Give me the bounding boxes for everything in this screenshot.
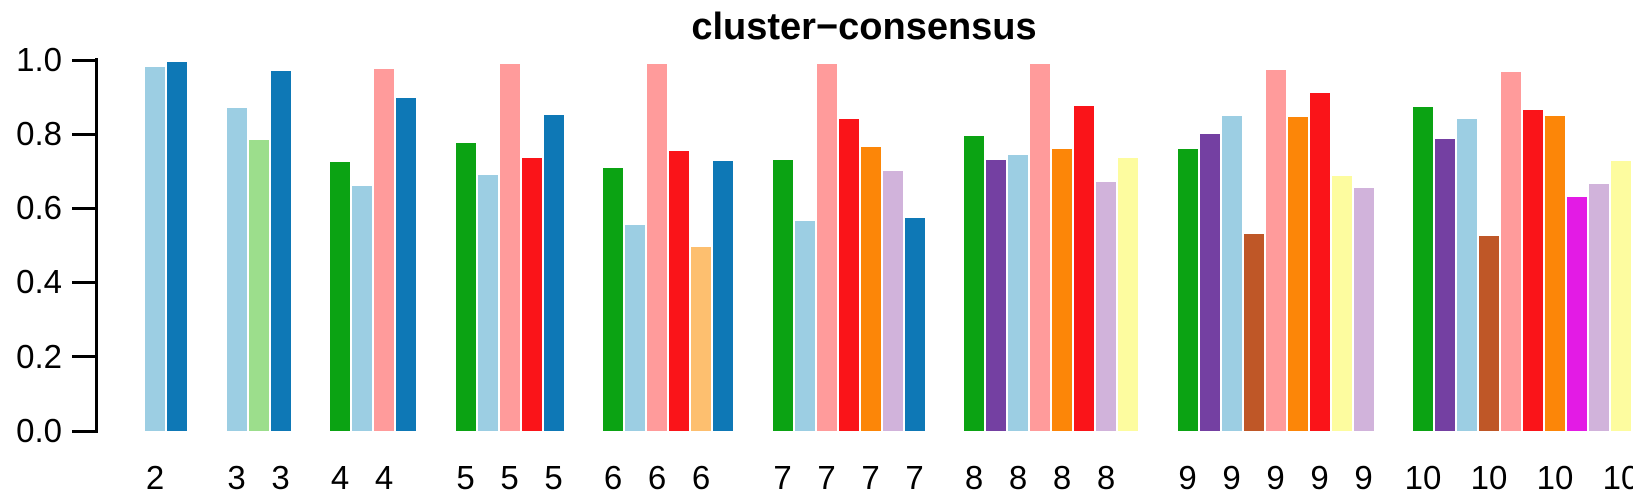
x-axis-label-k5: 5	[456, 459, 475, 496]
x-axis-label-k5: 5	[544, 459, 563, 496]
y-axis-tick-label: 1.0	[16, 40, 62, 78]
bar-k6-cluster6	[713, 160, 733, 431]
x-axis-label-k9: 9	[1266, 459, 1285, 496]
bar-k9-cluster9	[1353, 188, 1374, 431]
x-axis-label-k8: 8	[1008, 459, 1028, 496]
bar-k7-cluster6	[882, 171, 903, 431]
bar-k7-cluster3	[816, 63, 837, 431]
bar-k8-cluster7	[1096, 182, 1116, 431]
bar-k2-cluster1	[145, 67, 165, 431]
y-axis-tick	[72, 132, 95, 136]
bar-k9-cluster7	[1309, 92, 1330, 431]
x-axis-label-k9: 9	[1222, 459, 1241, 496]
x-axis-label-k8: 8	[964, 459, 984, 496]
y-axis-line	[95, 58, 98, 433]
bar-k7-cluster5	[860, 147, 881, 431]
x-axis-label-k6: 6	[603, 459, 623, 496]
bar-k3-cluster3	[270, 71, 291, 431]
bar-k9-cluster5	[1265, 70, 1286, 431]
bar-k10-cluster2	[1435, 139, 1455, 431]
y-axis-tick-label: 0.2	[16, 337, 62, 375]
bar-k7-cluster4	[838, 119, 859, 431]
x-axis-label-k9: 9	[1310, 459, 1329, 496]
y-axis-tick	[72, 58, 95, 62]
bar-k10-cluster10	[1611, 161, 1631, 431]
chart-title: cluster−consensus	[691, 6, 1037, 48]
x-axis-label-k10: 10	[1536, 459, 1574, 496]
bar-k10-cluster4	[1479, 236, 1499, 431]
x-axis-label-k7: 7	[861, 459, 880, 496]
x-axis-label-k8: 8	[1052, 459, 1072, 496]
bar-k10-cluster6	[1523, 109, 1543, 431]
bar-k3-cluster2	[248, 139, 269, 431]
bar-k6-cluster3	[647, 63, 667, 431]
bar-k10-cluster3	[1457, 119, 1477, 431]
bar-k10-cluster9	[1589, 184, 1609, 431]
bar-k8-cluster3	[1008, 155, 1028, 431]
y-axis-tick-label: 0.6	[16, 189, 62, 227]
bar-k4-cluster4	[396, 98, 416, 431]
bar-k9-cluster3	[1221, 115, 1242, 431]
bar-k10-cluster1	[1413, 107, 1433, 431]
x-axis-label-k5: 5	[500, 459, 519, 496]
bar-k5-cluster3	[499, 63, 520, 431]
x-axis-label-k4: 4	[374, 459, 394, 496]
y-axis-tick	[72, 355, 95, 359]
bar-k4-cluster1	[330, 162, 350, 431]
x-axis-label-k3: 3	[227, 459, 246, 496]
y-axis-tick-label: 0.4	[16, 263, 62, 301]
x-axis-label-k10: 10	[1602, 459, 1633, 496]
bar-k8-cluster2	[986, 160, 1006, 431]
bar-k7-cluster1	[772, 160, 793, 431]
x-axis-label-k7: 7	[773, 459, 792, 496]
bar-k8-cluster5	[1052, 149, 1072, 431]
x-axis-label-k10: 10	[1404, 459, 1442, 496]
y-axis-tick-label: 0.0	[16, 411, 62, 449]
y-axis-tick	[72, 206, 95, 210]
x-axis-label-k9: 9	[1354, 459, 1373, 496]
bar-k7-cluster2	[794, 221, 815, 431]
x-axis-label-k10: 10	[1470, 459, 1508, 496]
bar-k5-cluster1	[455, 143, 476, 431]
bar-k9-cluster6	[1287, 116, 1308, 431]
bar-k9-cluster4	[1243, 233, 1264, 431]
y-axis-tick	[72, 281, 95, 285]
bar-k5-cluster4	[521, 158, 542, 431]
bar-k8-cluster8	[1118, 157, 1138, 431]
bar-k5-cluster2	[477, 175, 498, 431]
bar-k9-cluster8	[1331, 176, 1352, 431]
bar-k3-cluster1	[226, 108, 247, 431]
bar-k8-cluster4	[1030, 63, 1050, 431]
bar-k6-cluster1	[603, 167, 623, 431]
x-axis-label-k2: 2	[145, 459, 165, 496]
x-axis-label-k9: 9	[1178, 459, 1197, 496]
bar-k10-cluster8	[1567, 197, 1587, 431]
y-axis-tick	[72, 429, 95, 433]
bar-k6-cluster2	[625, 225, 645, 431]
bar-k4-cluster3	[374, 69, 394, 431]
bar-k7-cluster7	[904, 217, 925, 431]
bar-k9-cluster2	[1199, 134, 1220, 431]
x-axis-label-k7: 7	[905, 459, 924, 496]
x-axis-label-k7: 7	[817, 459, 836, 496]
x-axis-label-k4: 4	[330, 459, 350, 496]
bar-k6-cluster4	[669, 150, 689, 431]
bar-k9-cluster1	[1177, 149, 1198, 431]
bar-k5-cluster5	[543, 114, 564, 431]
y-axis-tick-label: 0.8	[16, 115, 62, 153]
bar-k4-cluster2	[352, 186, 372, 431]
bar-k8-cluster1	[964, 136, 984, 431]
bar-k10-cluster7	[1545, 115, 1565, 431]
bar-k8-cluster6	[1074, 105, 1094, 431]
x-axis-label-k3: 3	[271, 459, 290, 496]
x-axis-label-k8: 8	[1096, 459, 1116, 496]
bar-k2-cluster2	[167, 61, 187, 431]
bar-k6-cluster5	[691, 247, 711, 431]
bar-k10-cluster5	[1501, 72, 1521, 431]
x-axis-label-k6: 6	[691, 459, 711, 496]
x-axis-label-k6: 6	[647, 459, 667, 496]
